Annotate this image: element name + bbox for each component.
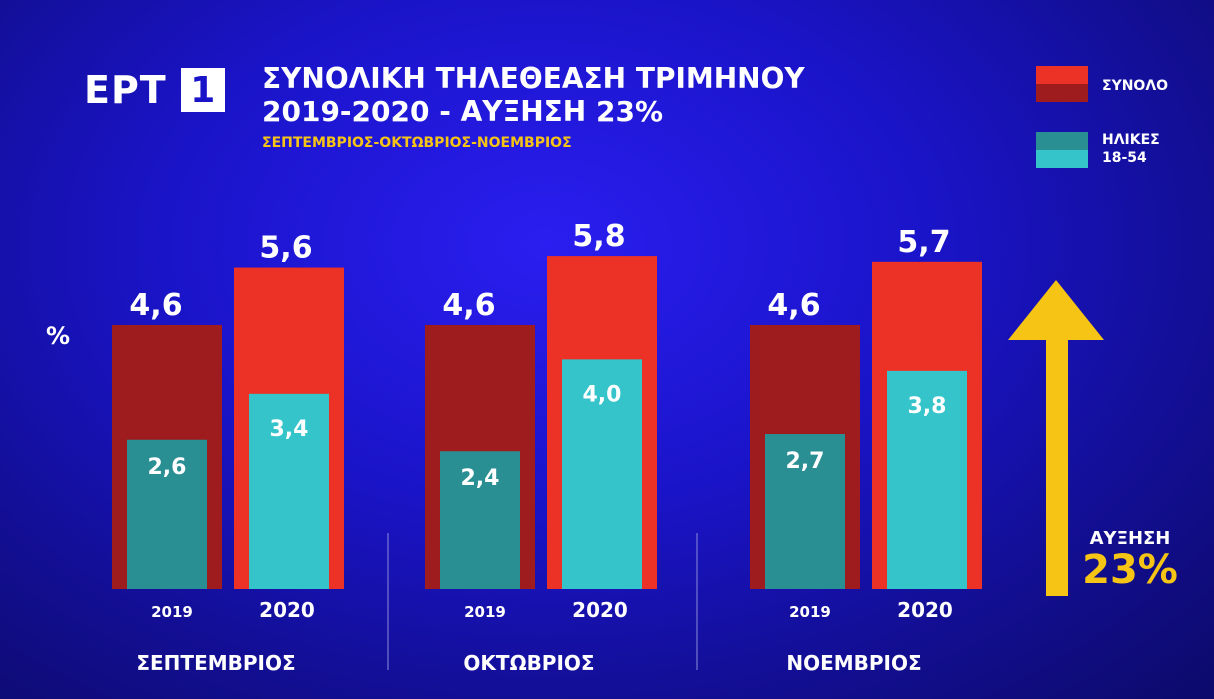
label-total-2020-3: 5,7 <box>897 225 950 260</box>
logo-number: 1 <box>180 68 225 112</box>
increase-callout: ΑΥΞΗΣΗ 23% <box>1080 528 1180 591</box>
label-ages-2019-2: 2,4 <box>461 466 500 491</box>
category-label-1: ΣΕΠΤΕΜΒΡΙΟΣ <box>136 651 295 675</box>
label-ages-2020-2: 4,0 <box>583 382 622 407</box>
label-total-2020-1: 5,6 <box>259 231 312 266</box>
legend-swatch-ages-2020 <box>1036 150 1088 168</box>
bar-ages-2020-3 <box>887 370 967 589</box>
tick-year-2020-1: 2020 <box>259 598 315 622</box>
legend-label-ages-line2: 18-54 <box>1102 150 1147 166</box>
ert1-logo: ΕΡΤ 1 <box>84 68 225 112</box>
label-ages-2020-1: 3,4 <box>270 417 309 442</box>
category-label-3: ΝΟΕΜΒΡΙΟΣ <box>786 651 921 675</box>
bar-ages-2019-1 <box>127 439 207 589</box>
bar-ages-2019-3 <box>765 434 845 589</box>
bar-ages-2019-2 <box>440 451 520 589</box>
legend-swatch-total-2020 <box>1036 66 1088 84</box>
legend-swatch-total-2019 <box>1036 84 1088 102</box>
tick-year-2020-2: 2020 <box>572 598 628 622</box>
increase-value: 23% <box>1082 547 1178 593</box>
label-ages-2020-3: 3,8 <box>908 394 947 419</box>
category-label-2: ΟΚΤΩΒΡΙΟΣ <box>463 651 594 675</box>
title-line-1: ΣΥΝΟΛΙΚΗ ΤΗΛΕΘΕΑΣΗ ΤΡΙΜΗΝΟΥ <box>262 62 805 95</box>
increase-arrow-icon <box>1008 280 1104 596</box>
chart-subtitle: ΣΕΠΤΕΜΒΡΙΟΣ-ΟΚΤΩΒΡΙΟΣ-ΝΟΕΜΒΡΙΟΣ <box>262 135 572 151</box>
label-total-2019-3: 4,6 <box>767 288 820 323</box>
bar-ages-2020-2 <box>562 359 642 589</box>
legend-label-ages-line1: ΗΛΙΚΕΣ <box>1102 132 1160 148</box>
label-total-2019-1: 4,6 <box>129 288 182 323</box>
tick-year-2019-1: 2019 <box>151 603 193 621</box>
bar-ages-2020-1 <box>249 393 329 589</box>
label-ages-2019-3: 2,7 <box>786 449 825 474</box>
logo-text: ΕΡΤ <box>84 68 167 112</box>
tick-year-2020-3: 2020 <box>897 598 953 622</box>
tick-year-2019-3: 2019 <box>789 603 831 621</box>
tick-year-2019-2: 2019 <box>464 603 506 621</box>
legend: ΣΥΝΟΛΟ ΗΛΙΚΕΣ 18-54 <box>1036 66 1206 186</box>
title-line-2: 2019-2020 - ΑΥΞΗΣΗ 23% <box>262 95 663 128</box>
legend-label-total: ΣΥΝΟΛΟ <box>1102 78 1169 94</box>
label-total-2019-2: 4,6 <box>442 288 495 323</box>
y-unit-label: % <box>46 322 71 350</box>
label-ages-2019-1: 2,6 <box>148 455 187 480</box>
increase-label: ΑΥΞΗΣΗ <box>1089 528 1171 549</box>
legend-swatch-ages-2019 <box>1036 132 1088 150</box>
label-total-2020-2: 5,8 <box>572 219 625 254</box>
chart-title: ΣΥΝΟΛΙΚΗ ΤΗΛΕΘΕΑΣΗ ΤΡΙΜΗΝΟΥ 2019-2020 - … <box>262 62 805 128</box>
